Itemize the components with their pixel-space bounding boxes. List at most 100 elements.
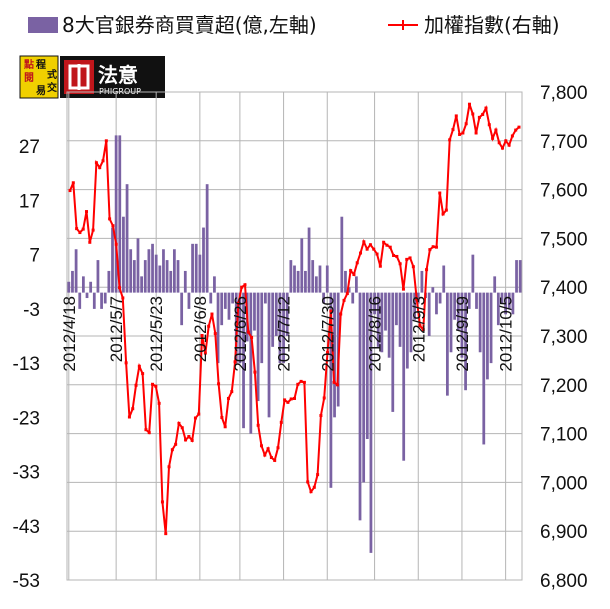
bar bbox=[438, 292, 442, 304]
line-point bbox=[302, 380, 306, 384]
bar bbox=[489, 292, 493, 364]
bar bbox=[442, 265, 446, 293]
bar bbox=[318, 265, 322, 293]
bar bbox=[300, 238, 304, 293]
right-tick-label: 7,700 bbox=[540, 132, 588, 153]
bar bbox=[216, 292, 220, 364]
line-point bbox=[510, 134, 514, 138]
line-point bbox=[266, 447, 270, 451]
bar bbox=[267, 292, 271, 418]
bar bbox=[311, 260, 315, 293]
line-point bbox=[342, 298, 346, 302]
right-tick-label: 7,300 bbox=[540, 327, 588, 348]
line-point bbox=[164, 532, 168, 536]
bar bbox=[81, 276, 85, 293]
bar bbox=[74, 249, 78, 293]
line-point bbox=[223, 425, 227, 429]
line-point bbox=[461, 131, 465, 135]
bar bbox=[464, 292, 467, 391]
left-tick-label: -13 bbox=[13, 354, 40, 375]
logo-right: 法意 PHIGROUP bbox=[60, 56, 165, 98]
left-tick-label: -3 bbox=[23, 300, 40, 321]
line-point bbox=[494, 128, 498, 132]
bar bbox=[478, 292, 482, 353]
line-point bbox=[517, 125, 521, 129]
bar bbox=[278, 292, 282, 364]
bar bbox=[85, 292, 89, 299]
line-point bbox=[388, 245, 392, 249]
x-tick-label: 2012/10/5 bbox=[497, 296, 516, 372]
line-point bbox=[101, 159, 105, 163]
line-point bbox=[127, 415, 131, 419]
line-point bbox=[240, 285, 244, 289]
line-point bbox=[339, 312, 343, 316]
line-point bbox=[309, 490, 313, 494]
bar bbox=[482, 292, 486, 445]
line-point bbox=[68, 189, 72, 193]
line-point bbox=[233, 360, 237, 364]
line-point bbox=[408, 256, 412, 260]
bar bbox=[493, 276, 497, 293]
bar bbox=[67, 281, 71, 293]
bar bbox=[369, 292, 373, 553]
logo-left: 點 程 式 閱 交 易 bbox=[19, 55, 59, 99]
plot-border bbox=[66, 91, 523, 581]
line-point bbox=[415, 297, 419, 301]
line-point bbox=[467, 102, 471, 106]
bar bbox=[467, 292, 471, 309]
line-point bbox=[359, 251, 363, 255]
bar bbox=[274, 292, 278, 336]
line-point bbox=[170, 448, 174, 452]
line-point bbox=[477, 115, 481, 119]
line-point bbox=[289, 397, 293, 401]
line-point bbox=[75, 227, 79, 231]
line-point bbox=[263, 453, 267, 457]
bar bbox=[333, 292, 336, 418]
line-point bbox=[395, 254, 399, 258]
bar bbox=[453, 292, 457, 320]
x-tick-label: 2012/9/3 bbox=[409, 296, 428, 362]
bar bbox=[151, 243, 154, 293]
line-point bbox=[217, 382, 221, 386]
line-point bbox=[190, 438, 194, 442]
bar bbox=[358, 292, 362, 521]
line-point bbox=[177, 421, 181, 425]
line-point bbox=[137, 364, 141, 368]
line-point bbox=[111, 224, 115, 228]
line-point bbox=[250, 335, 254, 339]
bar bbox=[263, 292, 267, 304]
line-point bbox=[184, 438, 188, 442]
line-point bbox=[200, 334, 204, 338]
bar bbox=[322, 292, 326, 304]
bar bbox=[191, 243, 194, 293]
line-point bbox=[329, 309, 333, 313]
line-point bbox=[448, 138, 452, 142]
line-point bbox=[471, 112, 475, 116]
bar bbox=[304, 270, 307, 293]
line-point bbox=[378, 264, 382, 268]
line-point bbox=[349, 269, 353, 273]
bar bbox=[398, 292, 402, 347]
logo-left-char-4: 交 bbox=[47, 81, 57, 94]
bar bbox=[253, 292, 256, 331]
bar bbox=[125, 184, 129, 293]
line-point bbox=[385, 243, 389, 247]
bar bbox=[475, 292, 478, 309]
bar bbox=[380, 292, 384, 353]
line-point bbox=[259, 444, 263, 448]
line-point bbox=[207, 324, 211, 328]
x-axis-ticks: 2012/4/18 2012/5/7 2012/5/23 2012/6/8 2012/6… bbox=[60, 296, 516, 372]
bar bbox=[107, 270, 111, 293]
logo-left-char-2: 式 bbox=[47, 68, 57, 81]
bar bbox=[409, 292, 413, 353]
logo-right-name: 法意 bbox=[98, 63, 138, 87]
right-tick-label: 6,900 bbox=[540, 522, 588, 543]
left-tick-label: -43 bbox=[13, 517, 40, 538]
bar bbox=[329, 292, 333, 488]
bar bbox=[500, 292, 504, 304]
bar bbox=[347, 287, 351, 293]
line-point bbox=[296, 382, 300, 386]
logo-left-char-3: 閱 bbox=[24, 72, 34, 84]
line-point bbox=[514, 128, 518, 132]
line-point bbox=[167, 465, 171, 469]
